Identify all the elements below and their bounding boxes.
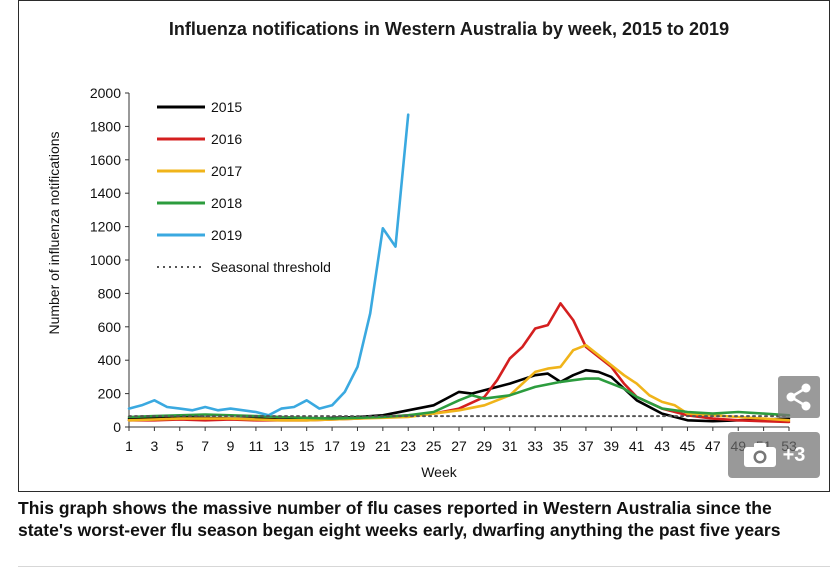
x-tick-label: 39 — [604, 438, 620, 454]
x-tick-label: 37 — [578, 438, 594, 454]
x-tick-label: 27 — [451, 438, 467, 454]
x-tick-label: 41 — [629, 438, 645, 454]
y-tick-label: 0 — [113, 419, 121, 435]
legend-label: 2015 — [211, 99, 242, 115]
x-tick-label: 19 — [350, 438, 366, 454]
legend-label: 2019 — [211, 227, 242, 243]
image-caption: This graph shows the massive number of f… — [18, 498, 781, 540]
x-tick-label: 43 — [654, 438, 670, 454]
caption-divider — [18, 566, 830, 567]
x-tick-label: 9 — [227, 438, 235, 454]
y-tick-label: 400 — [98, 352, 122, 368]
share-button[interactable] — [778, 376, 820, 418]
x-tick-label: 45 — [680, 438, 696, 454]
x-axis-label: Week — [421, 464, 458, 480]
x-tick-label: 7 — [201, 438, 209, 454]
legend-label: 2017 — [211, 163, 242, 179]
x-tick-label: 11 — [249, 438, 264, 454]
x-tick-label: 17 — [324, 438, 340, 454]
legend-label: 2016 — [211, 131, 242, 147]
y-tick-label: 1600 — [90, 152, 121, 168]
series-line-2017 — [127, 343, 791, 422]
x-tick-label: 31 — [502, 438, 518, 454]
y-tick-label: 1800 — [90, 118, 121, 134]
y-tick-label: 1200 — [90, 219, 121, 235]
y-axis-label: Number of influenza notifications — [46, 131, 62, 334]
y-tick-label: 1000 — [90, 252, 121, 268]
series-line-2016 — [127, 302, 791, 424]
camera-icon — [743, 443, 776, 467]
y-tick-label: 800 — [98, 285, 122, 301]
chart: Influenza notifications in Western Austr… — [46, 19, 797, 480]
y-tick-label: 1400 — [90, 185, 121, 201]
series-line-2018 — [127, 377, 791, 420]
y-tick-label: 2000 — [90, 85, 121, 101]
x-tick-label: 3 — [150, 438, 158, 454]
x-tick-label: 23 — [400, 438, 416, 454]
chart-title: Influenza notifications in Western Austr… — [169, 19, 729, 39]
gallery-button[interactable]: +3 — [728, 432, 820, 478]
x-tick-label: 35 — [553, 438, 569, 454]
x-tick-label: 25 — [426, 438, 442, 454]
x-tick-label: 15 — [299, 438, 315, 454]
x-tick-label: 47 — [705, 438, 721, 454]
x-tick-label: 21 — [375, 438, 391, 454]
x-tick-label: 1 — [125, 438, 133, 454]
legend-label: 2018 — [211, 195, 242, 211]
legend-label: Seasonal threshold — [211, 259, 331, 275]
gallery-count: +3 — [782, 443, 806, 466]
x-tick-label: 29 — [477, 438, 493, 454]
y-tick-label: 600 — [98, 319, 122, 335]
x-tick-label: 5 — [176, 438, 184, 454]
share-icon — [786, 383, 811, 411]
x-tick-label: 13 — [274, 438, 290, 454]
x-tick-label: 33 — [527, 438, 543, 454]
chart-frame: Influenza notifications in Western Austr… — [18, 0, 830, 492]
y-tick-label: 200 — [98, 386, 122, 402]
